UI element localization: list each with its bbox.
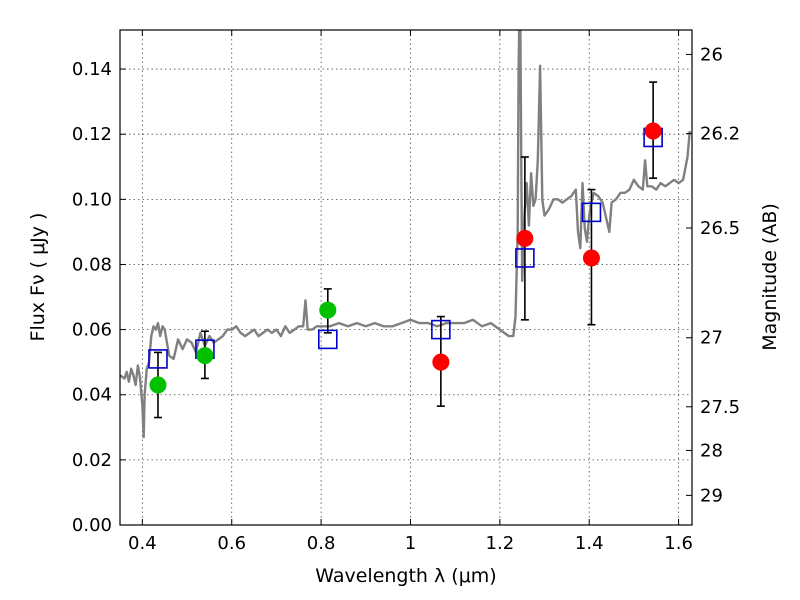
photometry-point [319,301,337,319]
markers [148,122,663,394]
y-axis-label: Flux Fν ( μJy ) [27,213,49,342]
model-square-point [581,202,602,223]
right-tick-label: 26.2 [700,124,740,145]
model-square-point [317,329,338,350]
x-tick-label: 0.8 [307,533,336,554]
model-square-point [148,349,168,369]
model-spectrum-line [120,30,691,439]
x-tick-label: 1.6 [664,533,693,554]
right-tick-label: 26 [700,44,723,65]
y-tick-label: 0.02 [72,450,112,471]
right-axis-label: Magnitude (AB) [759,203,781,351]
y-tick-label: 0.04 [72,385,112,406]
x-tick-label: 1.2 [486,533,515,554]
photometry-point [644,122,662,140]
y-tick-label: 0.10 [72,189,112,210]
spectrum-line-layer [120,30,691,439]
model-square-point [515,248,535,268]
y-tick-label: 0.06 [72,320,112,341]
right-tick-label: 29 [700,485,723,506]
y-tick-label: 0.12 [72,124,112,145]
plot-frame [119,29,693,526]
x-tick-label: 1.4 [575,533,604,554]
ticks: 0.4 0.6 0.8 1 1.2 1.4 1.6 0.00 0.02 0.04 0.06 0.08 0… [72,30,740,554]
right-tick-label: 27.5 [700,397,740,418]
photometry-point [149,376,167,394]
grid [120,30,692,526]
photometry-point [196,347,214,365]
photometry-point [516,229,534,247]
photometry-point [582,249,600,267]
x-tick-label: 0.6 [217,533,246,554]
y-tick-label: 0.00 [72,515,112,536]
y-tick-label: 0.14 [72,59,112,80]
model-square-point [431,319,451,340]
right-tick-label: 28 [700,440,723,461]
right-tick-label: 26.5 [700,218,740,239]
x-axis-label: Wavelength λ (μm) [315,565,496,587]
x-tick-label: 1 [405,533,416,554]
x-tick-label: 0.4 [128,533,157,554]
right-tick-label: 27 [700,328,723,349]
photometry-point [432,353,450,371]
y-tick-label: 0.08 [72,254,112,275]
